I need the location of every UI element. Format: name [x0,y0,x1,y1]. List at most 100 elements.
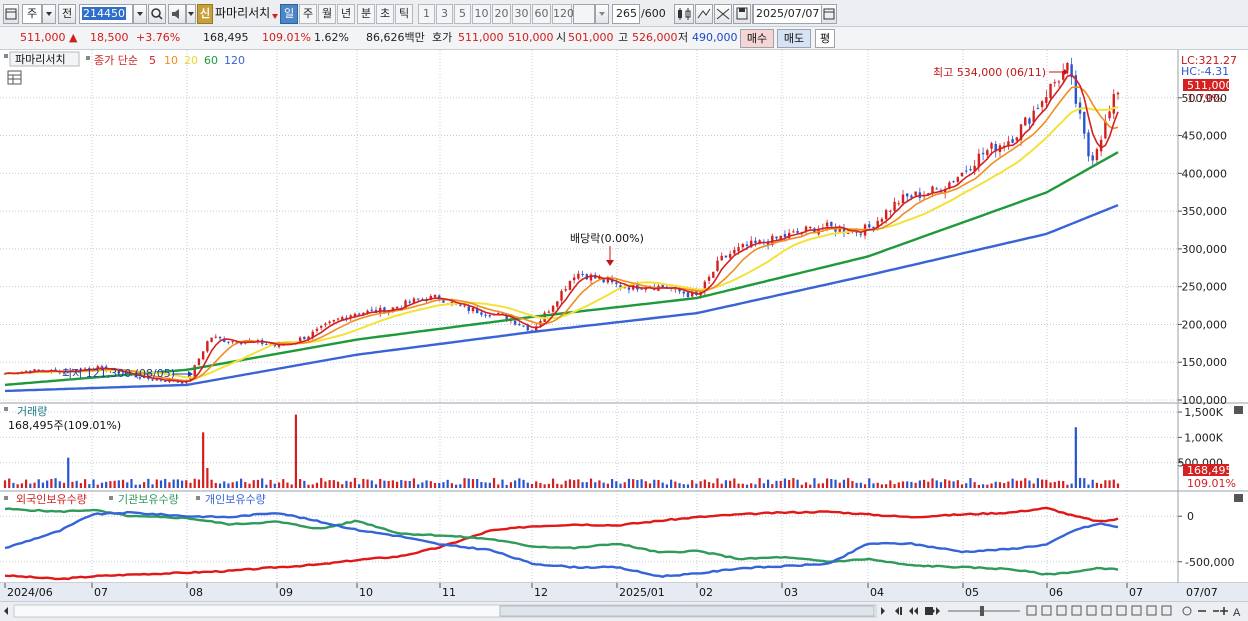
interval-20[interactable]: 20 [492,4,511,24]
max-annotation: 최고 534,000 (06/11) [933,66,1046,79]
chart-scrollbar[interactable]: A [0,601,1248,621]
price-tick-label: 350,000 [1182,205,1228,218]
volume-bar [1100,483,1103,488]
candle [577,273,580,279]
candle [627,287,631,290]
volume-bar [24,479,28,488]
candle [686,292,690,297]
volume-bar [501,479,504,488]
panel-handle-icon[interactable] [4,407,8,411]
candle [349,315,352,319]
period-minute[interactable]: 분 [357,4,375,24]
interval-1[interactable]: 1 [418,4,435,24]
chevron-down-icon[interactable] [186,4,196,24]
layout-icon[interactable] [3,4,19,24]
arrow-head-icon [606,260,614,266]
volume-bar [990,483,993,488]
candle [117,369,121,374]
scroll-thumb[interactable] [499,605,875,617]
candle [37,369,40,371]
rewind-icon[interactable] [895,607,902,615]
avg-button[interactable]: 평 [815,29,835,48]
volume-bar [92,479,95,488]
interval-10[interactable]: 10 [472,4,491,24]
candle [206,341,209,352]
chevron-down-icon[interactable] [133,4,147,24]
legend-foreign: 외국인보유수량 [16,493,87,506]
candle [311,331,314,338]
time-axis-label: 2024/06 [7,586,53,599]
candle-type-icon[interactable] [674,4,694,24]
speaker-icon[interactable] [168,4,186,24]
candle [783,234,787,238]
volume-bar [265,484,268,488]
candle [3,373,7,375]
volume-bar [648,483,652,488]
panel-handle-icon[interactable] [4,496,8,500]
zoom-in-icon[interactable] [1220,607,1228,615]
volume-bar [1045,479,1048,488]
interval-30[interactable]: 30 [512,4,531,24]
close-icon[interactable] [1234,406,1243,414]
search-icon[interactable] [1182,606,1192,616]
period-second[interactable]: 초 [376,4,394,24]
volume-bar [632,479,635,488]
prev-button[interactable]: 전 [58,4,76,24]
market-select[interactable]: 주 [22,4,42,24]
panel-handle-icon[interactable] [4,54,8,58]
line-tool-icon[interactable] [714,4,732,24]
close-icon[interactable] [1234,494,1243,502]
stock-chart[interactable]: 파마리서치 종가 단순 5 10 20 60 120 최고 534,000 (0… [0,50,1248,601]
count-input[interactable]: 265 [612,4,640,24]
price-tick-label: 200,000 [1182,318,1228,331]
candle [960,172,964,177]
candle [1032,110,1035,123]
code-input[interactable]: 214450 [79,4,133,24]
interval-5[interactable]: 5 [454,4,471,24]
calendar-icon[interactable] [821,4,837,24]
volume-bar [324,481,327,488]
view-mode-icons[interactable] [1026,605,1172,616]
candle [914,191,917,196]
volume-bar [248,483,251,488]
stop-icon[interactable] [925,607,933,615]
period-month[interactable]: 월 [318,4,336,24]
interval-120[interactable]: 120 [552,4,574,24]
volume-bar [96,484,99,488]
candle [640,288,643,290]
period-year[interactable]: 년 [337,4,355,24]
candle [606,279,610,283]
volume-bar [880,484,884,488]
volume-bar [299,479,302,488]
candle [724,255,728,258]
buy-button[interactable]: 매수 [740,29,774,48]
candle [884,210,888,220]
date-input[interactable]: 2025/07/07 [753,4,823,24]
volume-bar [657,480,660,488]
candle [180,382,184,384]
arrow-head-icon [1064,69,1069,75]
period-day[interactable]: 일 [280,4,298,24]
volume-bar [67,457,70,488]
interval-60[interactable]: 60 [532,4,551,24]
chevron-down-icon[interactable] [42,4,56,24]
candle [471,307,475,312]
step-forward-icon[interactable] [931,607,940,615]
save-icon[interactable] [733,4,751,24]
period-tick[interactable]: 틱 [395,4,413,24]
chevron-down-icon[interactable] [595,4,609,24]
step-back-icon[interactable] [909,607,918,615]
font-size-icon[interactable]: A [1233,607,1241,619]
interval-input[interactable] [573,4,595,24]
scroll-right-icon[interactable] [881,607,885,615]
volume-bar [16,484,19,488]
search-icon[interactable] [148,4,166,24]
interval-3[interactable]: 3 [436,4,453,24]
volume-bar [1036,478,1039,488]
scroll-left-icon[interactable] [4,607,8,615]
period-week[interactable]: 주 [299,4,317,24]
table-icon[interactable] [7,70,22,85]
draw-tool-icon[interactable] [695,4,713,24]
zoom-slider[interactable] [948,606,1020,616]
sell-button[interactable]: 매도 [777,29,811,48]
